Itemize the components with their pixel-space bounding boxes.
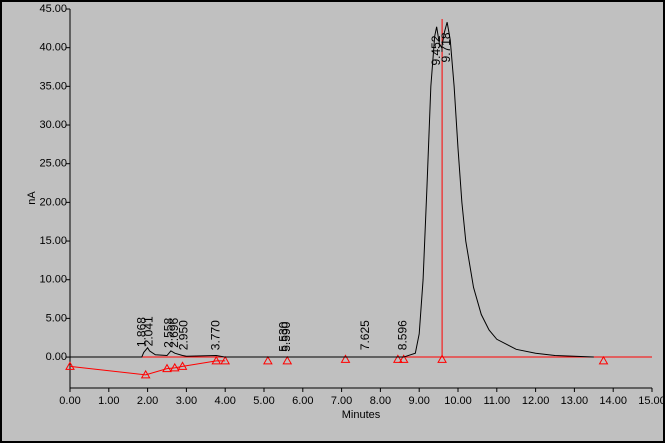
x-tick-label: 14.00 bbox=[599, 395, 627, 407]
y-tick-label: 35.00 bbox=[39, 80, 67, 92]
x-tick-label: 10.00 bbox=[444, 395, 472, 407]
peak-label: 7.625 bbox=[358, 320, 372, 350]
marker bbox=[398, 354, 409, 363]
marker bbox=[598, 355, 609, 365]
y-tick-label: 15.00 bbox=[39, 235, 67, 247]
marker bbox=[263, 355, 273, 365]
peak-label: 2.558 bbox=[161, 318, 175, 348]
marker bbox=[162, 363, 172, 373]
y-tick-label: 5.00 bbox=[46, 312, 67, 324]
y-tick-label: 25.00 bbox=[39, 158, 67, 170]
marker bbox=[392, 354, 403, 363]
x-axis-label: Minutes bbox=[342, 409, 381, 421]
marker bbox=[437, 354, 447, 363]
peak-label: 2.041 bbox=[141, 316, 155, 346]
marker bbox=[220, 355, 231, 365]
y-tick-label: 45.00 bbox=[39, 3, 67, 15]
peak-label: 2.950 bbox=[177, 320, 191, 350]
x-tick-label: 6.00 bbox=[292, 395, 313, 407]
x-tick-label: 1.00 bbox=[98, 395, 119, 407]
marker bbox=[282, 355, 293, 365]
marker bbox=[140, 369, 151, 379]
x-tick-label: 12.00 bbox=[522, 395, 550, 407]
y-tick-label: 40.00 bbox=[39, 42, 67, 54]
baseline bbox=[69, 360, 226, 376]
y-tick-label: 30.00 bbox=[39, 119, 67, 131]
x-tick-label: 2.00 bbox=[137, 395, 158, 407]
x-tick-label: 9.00 bbox=[408, 395, 429, 407]
marker bbox=[169, 362, 180, 372]
marker bbox=[340, 354, 351, 363]
peak-label: 5.590 bbox=[279, 321, 293, 351]
peak-label: 5.530 bbox=[277, 321, 291, 351]
y-tick-label: 0.00 bbox=[46, 351, 67, 363]
peak-label: 2.696 bbox=[167, 318, 181, 348]
x-tick-label: 3.00 bbox=[176, 395, 197, 407]
peak-label: 9.452 bbox=[429, 35, 443, 65]
x-tick-label: 0.00 bbox=[59, 395, 80, 407]
x-tick-label: 5.00 bbox=[253, 395, 274, 407]
marker bbox=[211, 355, 222, 365]
x-tick-label: 11.00 bbox=[483, 395, 510, 407]
y-axis-label: nA bbox=[26, 191, 38, 205]
marker bbox=[177, 361, 188, 370]
peak-label: 9.718 bbox=[439, 32, 453, 62]
x-tick-label: 7.00 bbox=[331, 395, 352, 407]
y-tick-label: 20.00 bbox=[39, 196, 67, 208]
x-tick-label: 8.00 bbox=[370, 395, 391, 407]
x-tick-label: 4.00 bbox=[214, 395, 235, 407]
x-tick-label: 13.00 bbox=[561, 395, 589, 407]
marker bbox=[65, 361, 75, 370]
peak-label: 1.868 bbox=[135, 317, 149, 347]
peak-label: 8.596 bbox=[396, 320, 410, 350]
y-tick-label: 10.00 bbox=[39, 274, 67, 286]
trace bbox=[70, 22, 594, 358]
peak-label: 3.770 bbox=[208, 320, 222, 350]
x-tick-label: 15.00 bbox=[638, 395, 665, 407]
